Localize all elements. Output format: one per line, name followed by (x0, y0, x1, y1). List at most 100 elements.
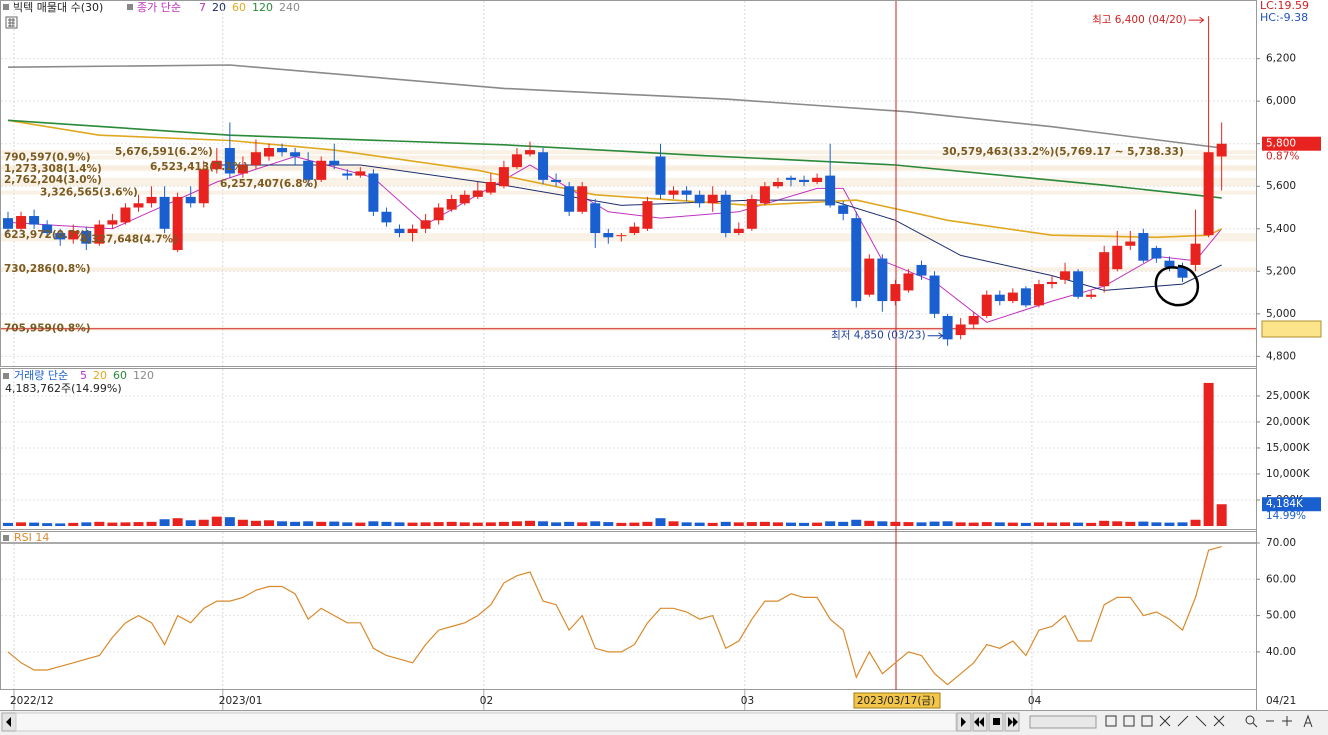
tool-icon[interactable] (1105, 715, 1117, 727)
volume-bar (133, 522, 144, 526)
profile-label: 4,327,648(4.7%) (80, 233, 178, 245)
ma-legend: 240 (279, 1, 300, 14)
tool-icon[interactable] (1123, 715, 1135, 727)
volume-bar (994, 522, 1005, 526)
profile-band (1, 167, 1256, 172)
volume-bar (224, 517, 235, 526)
search-icon[interactable] (1245, 715, 1255, 725)
candle-body (616, 235, 627, 237)
candle-body (120, 207, 131, 223)
candle-body (133, 203, 144, 208)
high-annotation: 최고 6,400 (04/20) (1092, 14, 1187, 26)
candle-body (1177, 267, 1188, 278)
candle-body (498, 167, 509, 187)
last-change-label: 0.87% (1266, 151, 1299, 163)
crosshair-price-box (1261, 320, 1322, 338)
grid-icon-lines (8, 18, 15, 27)
candle-body (590, 203, 601, 234)
candle-body (1099, 252, 1110, 287)
volume-bar (55, 523, 66, 526)
candle-body (433, 207, 444, 221)
candle-body (1125, 241, 1136, 246)
volume-bar (1112, 521, 1123, 526)
legend-square (3, 4, 9, 10)
volume-bar (577, 522, 588, 526)
candle-body (472, 190, 483, 197)
y-tick-label: 15,000K (1266, 442, 1311, 454)
last-volume-label: 4,184K (1266, 498, 1304, 510)
volume-bar (420, 522, 431, 526)
y-tick-label: 20,000K (1266, 416, 1311, 428)
volume-bar (16, 522, 27, 526)
profile-band (1, 267, 1256, 272)
volume-bar (394, 522, 405, 526)
tool-icon[interactable] (1213, 715, 1225, 727)
candle-body (668, 190, 679, 195)
last-price-label: 5,800 (1266, 138, 1296, 150)
candle-body (277, 147, 288, 153)
high-arrow (1188, 16, 1205, 24)
volume-bar (1007, 522, 1018, 526)
hc-label: HC:-9.38 (1260, 11, 1308, 24)
candle-body (94, 224, 105, 244)
volume-ma-legend: 5 (80, 369, 87, 382)
volume-bar (303, 521, 314, 526)
candle-body (1086, 294, 1097, 297)
volume-bar (42, 523, 53, 526)
candle-body (799, 179, 810, 182)
candle-body (459, 194, 470, 204)
volume-bar (759, 521, 770, 526)
candle-body (955, 324, 966, 336)
candle-body (68, 230, 79, 240)
volume-prefix: 거래량 단순 (14, 369, 68, 382)
candle-body (929, 275, 940, 314)
candle-body (759, 186, 770, 204)
volume-bar (877, 521, 888, 526)
candle-body (185, 196, 196, 204)
zoom-slider[interactable] (1029, 715, 1097, 729)
candle-body (198, 169, 209, 204)
chart-title: 빅텍 매물대 수(30) (13, 1, 103, 14)
rsi-title: RSI 14 (14, 531, 49, 544)
volume-bar (812, 522, 823, 526)
scroll-track[interactable] (15, 712, 957, 732)
zoom-in-icon[interactable] (1282, 716, 1292, 726)
candle-body (407, 228, 418, 234)
volume-bar (342, 522, 353, 526)
tool-icons (1105, 714, 1313, 728)
tool-icon[interactable] (1141, 715, 1153, 727)
ma-legend: 120 (252, 1, 273, 14)
candle-body (1164, 260, 1175, 268)
tool-icon[interactable] (1177, 715, 1189, 727)
volume-bar (1203, 382, 1214, 526)
tool-icon[interactable] (1159, 715, 1171, 727)
volume-bar (707, 522, 718, 526)
candle-body (877, 258, 888, 302)
volume-bar (172, 518, 183, 526)
volume-bar (929, 521, 940, 526)
rsi-line (7, 546, 1222, 686)
tool-icon[interactable] (1195, 715, 1207, 727)
volume-bar (68, 522, 79, 526)
candle-body (420, 220, 431, 229)
volume-bar (825, 521, 836, 526)
volume-bar (772, 522, 783, 526)
profile-label: 3,326,565(3.6%) (40, 187, 138, 199)
volume-ma-legend: 120 (133, 369, 154, 382)
volume-bar (498, 521, 509, 526)
volume-bar (629, 522, 640, 526)
candle-body (368, 173, 379, 212)
volume-bar (590, 521, 601, 526)
volume-bar (107, 522, 118, 526)
candle-body (355, 171, 366, 176)
volume-bar (368, 521, 379, 526)
ma-legend: 7 (199, 1, 206, 14)
candle-body (146, 196, 157, 204)
scroll-left-icon (6, 717, 11, 727)
volume-bar (564, 521, 575, 526)
font-icon[interactable] (1303, 714, 1313, 728)
profile-band (1, 177, 1256, 182)
volume-bar (694, 522, 705, 526)
candle-body (864, 258, 875, 295)
